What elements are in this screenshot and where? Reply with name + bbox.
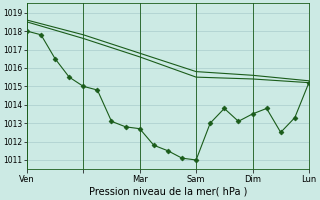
X-axis label: Pression niveau de la mer( hPa ): Pression niveau de la mer( hPa ) (89, 187, 247, 197)
